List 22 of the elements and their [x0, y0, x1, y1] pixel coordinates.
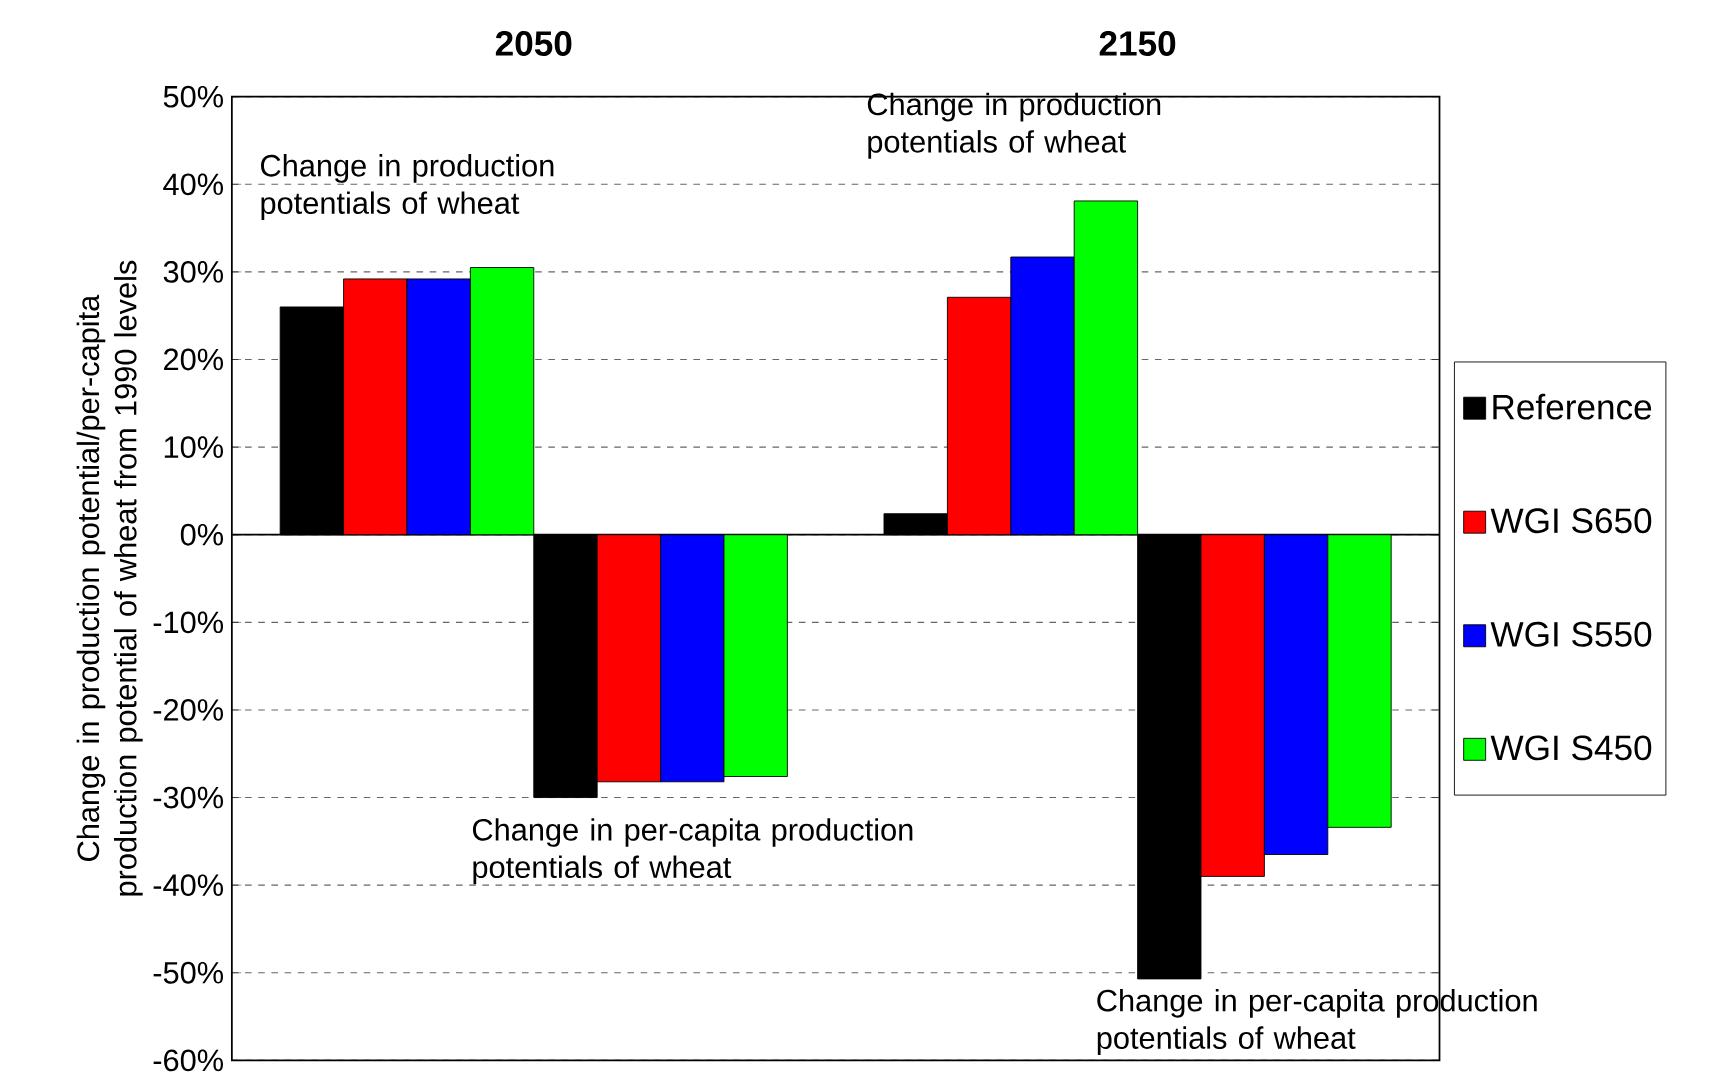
- legend-label: WGI S550: [1490, 621, 1652, 647]
- y-tick-label: -40%: [153, 874, 223, 897]
- y-tick-label: 50%: [163, 85, 223, 108]
- y-tick-label: -60%: [153, 1049, 223, 1072]
- y-tick-label: 30%: [163, 261, 223, 283]
- y-tick-label: -50%: [153, 961, 223, 984]
- y-tick-label: 20%: [164, 348, 223, 371]
- annotation: Change in per-capita production potentials of wheat: [472, 818, 913, 885]
- x-tick-label: 2150: [1099, 31, 1176, 57]
- x-tick-label: 2050: [495, 31, 572, 57]
- legend-label: WGI S450: [1490, 735, 1652, 761]
- annotation: Change in production potentials of wheat: [261, 154, 554, 221]
- annotation: Change in production potentials of wheat: [867, 92, 1161, 159]
- y-tick-label: -30%: [153, 786, 223, 809]
- y-tick-label: -20%: [153, 699, 223, 721]
- y-tick-label: 40%: [163, 173, 223, 196]
- y-axis-title: Change in production potential/per-capita production potential of wheat from 1990 levels: [76, 260, 143, 896]
- legend-label: WGI S650: [1490, 508, 1652, 534]
- y-tick-label: -10%: [153, 611, 223, 634]
- y-tick-label: 0%: [180, 523, 223, 546]
- legend-label: Reference: [1493, 393, 1652, 420]
- y-tick-label: 10%: [164, 436, 223, 459]
